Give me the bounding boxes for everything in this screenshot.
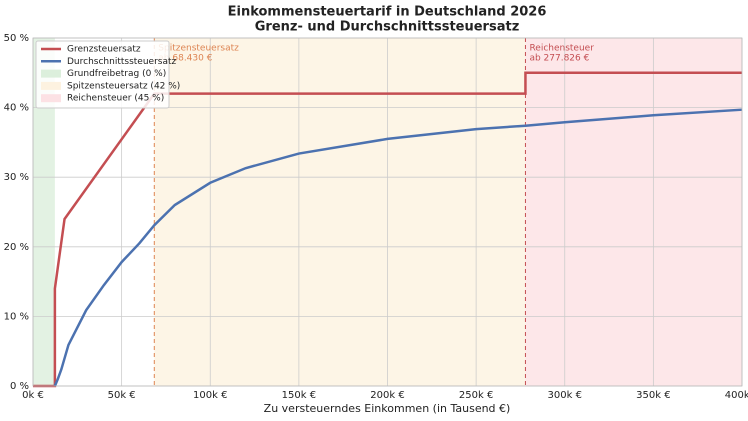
plot-frame — [32, 37, 743, 387]
x-tick-label: 50k € — [108, 390, 136, 401]
legend-box — [35, 40, 170, 109]
y-tick-label: 50 % — [4, 33, 29, 44]
legend-swatch — [41, 69, 61, 78]
region — [154, 38, 526, 386]
x-tick-label: 350k € — [636, 390, 670, 401]
legend-label: Reichensteuer (45 %) — [67, 94, 164, 104]
x-tick-label: 200k € — [370, 390, 404, 401]
legend-label: Grundfreibetrag (0 %) — [67, 69, 166, 79]
annotation: ab 68.430 € — [158, 54, 212, 64]
y-tick-label: 30 % — [4, 172, 29, 183]
x-tick-label: 150k € — [282, 390, 316, 401]
y-tick-label: 40 % — [4, 103, 29, 114]
legend-label: Spitzensteuersatz (42 %) — [67, 81, 180, 91]
line — [53, 108, 743, 387]
chart-subtitle: Grenz- und Durchschnittssteuersatz — [255, 20, 520, 35]
chart-title: Einkommensteuertarif in Deutschland 2026 — [228, 5, 547, 20]
x-tick-label: 0k € — [22, 390, 44, 401]
legend-swatch — [41, 94, 61, 103]
x-tick-label: 250k € — [459, 390, 493, 401]
y-tick-label: 10 % — [4, 311, 29, 322]
annotation: ab 277.826 € — [529, 54, 589, 64]
annotation: Spitzensteuersatz — [158, 44, 239, 54]
x-tick-label: 300k € — [548, 390, 582, 401]
region — [33, 38, 55, 386]
annotation: Reichensteuer — [529, 44, 594, 54]
x-axis-label: Zu versteuerndes Einkommen (in Tausend €… — [264, 402, 511, 415]
x-tick-label: 100k € — [193, 390, 227, 401]
legend-label: Grenzsteuersatz — [67, 45, 141, 55]
y-tick-label: 0 % — [10, 381, 29, 392]
y-tick-label: 20 % — [4, 242, 29, 253]
x-tick-label: 400k € — [725, 390, 748, 401]
region — [525, 38, 742, 386]
line — [33, 71, 742, 388]
legend-label: Durchschnittssteuersatz — [67, 57, 177, 67]
legend-swatch — [41, 81, 61, 90]
